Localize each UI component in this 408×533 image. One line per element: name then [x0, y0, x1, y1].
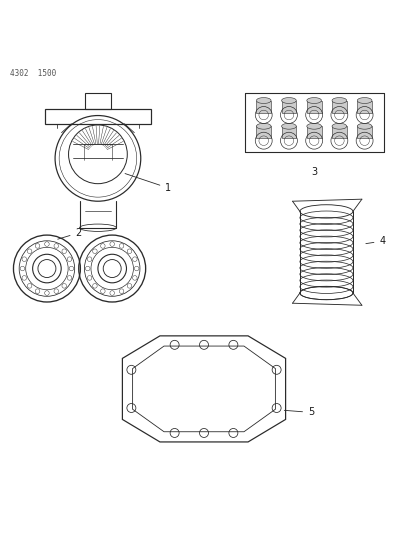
Text: 2: 2 [58, 228, 82, 239]
Ellipse shape [332, 123, 347, 129]
Ellipse shape [357, 123, 372, 129]
Ellipse shape [332, 98, 347, 103]
Bar [256, 101, 271, 113]
Bar [332, 126, 347, 139]
Ellipse shape [256, 98, 271, 103]
Bar [307, 101, 322, 113]
Ellipse shape [256, 123, 271, 129]
Ellipse shape [307, 123, 322, 129]
Bar [357, 101, 372, 113]
Text: 4: 4 [366, 236, 386, 246]
Bar [282, 101, 296, 113]
Bar [256, 126, 271, 139]
Text: 5: 5 [284, 407, 314, 417]
Ellipse shape [307, 98, 322, 103]
Text: 4302  1500: 4302 1500 [10, 69, 56, 78]
Bar [85, 93, 111, 109]
Ellipse shape [357, 98, 372, 103]
Bar [307, 126, 322, 139]
Text: 3: 3 [311, 166, 317, 176]
Bar [282, 126, 296, 139]
Bar [357, 126, 372, 139]
Ellipse shape [282, 123, 296, 129]
Bar [45, 109, 151, 124]
Bar [332, 101, 347, 113]
Ellipse shape [282, 98, 296, 103]
Text: 1: 1 [125, 174, 171, 193]
